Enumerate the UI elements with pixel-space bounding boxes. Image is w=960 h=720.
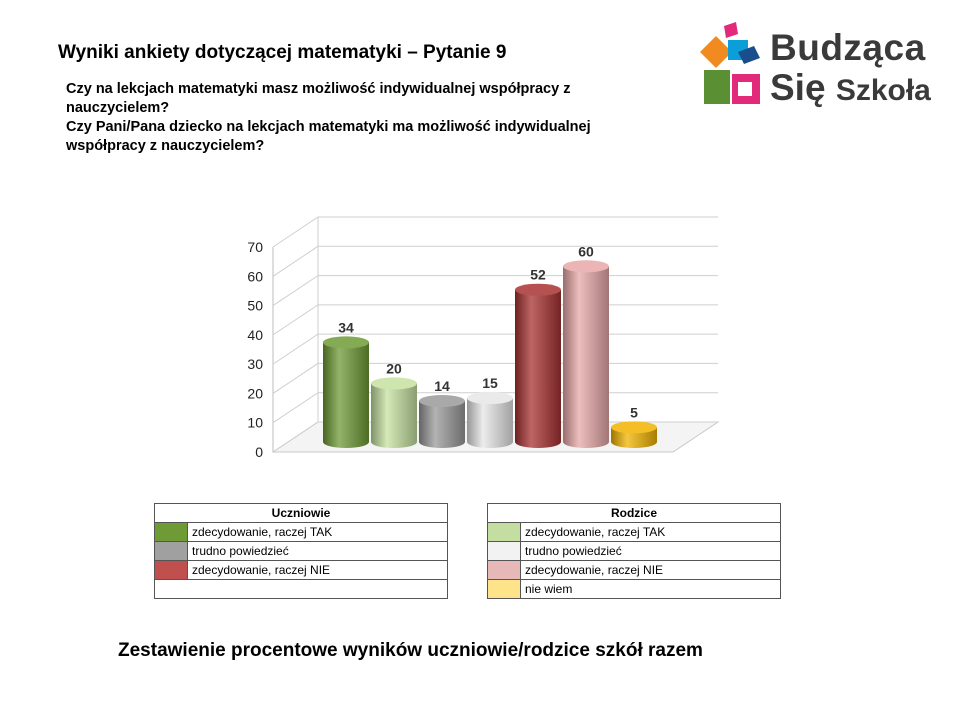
legend-row: nie wiem: [487, 579, 781, 599]
data-label: 20: [386, 360, 402, 376]
y-tick-label: 50: [247, 298, 263, 314]
legend-row: zdecydowanie, raczej NIE: [487, 560, 781, 580]
logo-line2: Się Szkoła: [770, 68, 931, 111]
question-students: Czy na lekcjach matematyki masz możliwoś…: [66, 81, 571, 116]
legend-row: zdecydowanie, raczej NIE: [154, 560, 448, 580]
bar-top: [323, 336, 369, 349]
legend-row: trudno powiedzieć: [487, 541, 781, 561]
legend-students: Uczniowie zdecydowanie, raczej TAK trudn…: [154, 503, 448, 599]
bar: [419, 395, 465, 448]
bar-top: [419, 395, 465, 407]
legend-row: zdecydowanie, raczej TAK: [154, 522, 448, 542]
legend-swatch: [154, 541, 188, 561]
gridline: [272, 245, 718, 277]
legend-label: nie wiem: [520, 579, 781, 599]
bar: [323, 336, 369, 448]
page-title: Wyniki ankiety dotyczącej matematyki – P…: [58, 42, 507, 63]
logo-line2b: Szkoła: [835, 74, 931, 107]
y-tick-label: 0: [255, 444, 263, 460]
bar-body: [467, 398, 513, 448]
y-tick-label: 70: [247, 239, 263, 255]
logo: Budząca Się Szkoła: [698, 22, 938, 112]
bar-top: [467, 392, 513, 405]
legend-students-header: Uczniowie: [154, 503, 448, 523]
legend-swatch: [154, 560, 188, 580]
data-label: 5: [630, 404, 638, 420]
bar-body: [563, 266, 609, 448]
logo-text: Budząca Się Szkoła: [770, 28, 931, 111]
legend-parents: Rodzice zdecydowanie, raczej TAK trudno …: [487, 503, 781, 599]
gridline: [272, 275, 718, 306]
legend-swatch: [487, 522, 521, 542]
legend-swatch: [487, 560, 521, 580]
data-label: 15: [482, 375, 498, 391]
bar-body: [419, 401, 465, 448]
data-label: 60: [578, 243, 594, 259]
y-tick-label: 30: [247, 356, 263, 372]
questions: Czy na lekcjach matematyki masz możliwoś…: [66, 80, 666, 156]
y-tick-label: 60: [247, 268, 263, 284]
question-parents: Czy Pani/Pana dziecko na lekcjach matema…: [66, 119, 591, 154]
y-tick-label: 10: [247, 415, 263, 431]
logo-line2a: Się: [770, 67, 826, 108]
logo-line1: Budząca: [770, 27, 926, 68]
y-tick-label: 20: [247, 385, 263, 401]
legend-label: zdecydowanie, raczej TAK: [187, 522, 448, 542]
y-tick-label: 40: [247, 327, 263, 343]
legend-row-empty: [154, 579, 448, 599]
logo-mark-icon: [700, 22, 760, 104]
bar: [515, 283, 561, 448]
footer-caption: Zestawienie procentowe wyników uczniowie…: [118, 640, 703, 661]
bar: [611, 421, 657, 448]
bar: [371, 377, 417, 448]
bar-chart: 0 10 20 30 40 50 60 70 34 20 14 15 52 60 5: [247, 216, 720, 460]
legend-label: trudno powiedzieć: [187, 541, 448, 561]
bar: [563, 260, 609, 448]
data-label: 14: [434, 378, 450, 394]
legend-row: zdecydowanie, raczej TAK: [487, 522, 781, 542]
legend-label: zdecydowanie, raczej NIE: [187, 560, 448, 580]
bar-top: [515, 283, 561, 296]
legend-label: zdecydowanie, raczej TAK: [520, 522, 781, 542]
legend-swatch: [487, 541, 521, 561]
bar-top: [563, 260, 609, 273]
bar: [467, 392, 513, 448]
legend-label: zdecydowanie, raczej NIE: [520, 560, 781, 580]
legend-parents-header: Rodzice: [487, 503, 781, 523]
legend-swatch: [487, 579, 521, 599]
data-label: 34: [338, 319, 354, 335]
legend-label: trudno powiedzieć: [520, 541, 781, 561]
gridline: [272, 216, 718, 248]
legend-swatch: [154, 522, 188, 542]
bar-body: [371, 383, 417, 448]
bar-top: [371, 377, 417, 390]
bar-body: [323, 342, 369, 448]
data-label: 52: [530, 267, 546, 283]
legend-row: trudno powiedzieć: [154, 541, 448, 561]
bar-body: [515, 289, 561, 448]
bar-top: [611, 421, 657, 434]
